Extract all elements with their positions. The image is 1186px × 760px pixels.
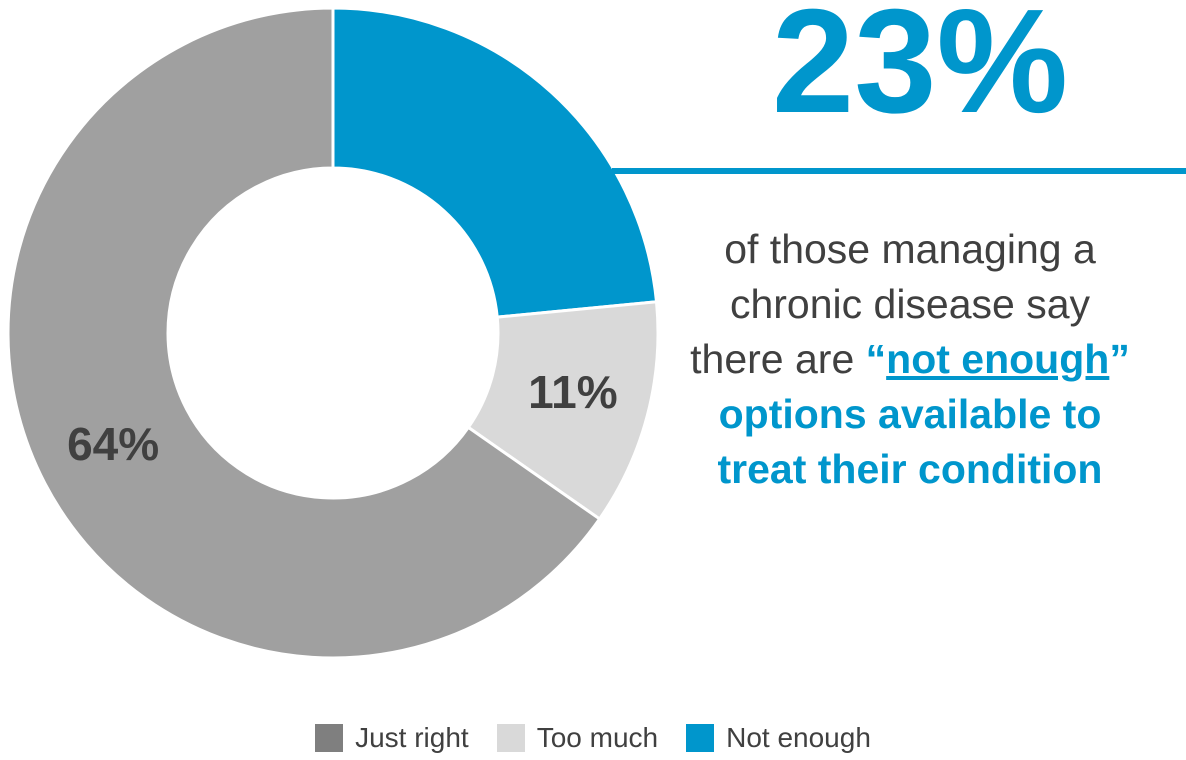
legend-swatch-too-much [496,724,525,752]
chart-legend: Just right Too much Not enough [0,722,1186,754]
legend-label-not-enough: Not enough [726,722,871,753]
legend-swatch-just-right [315,724,344,752]
legend-swatch-not-enough [686,724,715,752]
legend-label-too-much: Too much [536,722,659,753]
caption-line-3: there are “not enough” [650,332,1170,387]
callout-caption: of those managing a chronic disease say … [650,222,1170,497]
donut-chart: 11% 64% [6,6,660,660]
legend-item-just-right: Just right [315,722,469,754]
caption-line-3-prefix: there are [690,336,866,382]
donut-slice-not-enough [331,6,659,319]
quote-open: “ [865,336,887,382]
big-stat-value: 23% [771,0,1069,144]
caption-line-5: treat their condition [717,446,1103,492]
stat-rule-line [612,168,1186,174]
data-label-too-much: 11% [528,366,618,418]
highlight-not-enough: not enough [886,336,1110,382]
legend-label-just-right: Just right [355,722,469,753]
donut-slice-too-much [466,300,660,522]
caption-line-4: options available to [718,391,1102,437]
quote-close: ” [1109,336,1130,382]
data-label-just-right: 64% [67,418,159,470]
caption-line-1: of those managing a [724,226,1096,272]
donut-slice-just-right [6,6,602,660]
legend-item-not-enough: Not enough [686,722,871,754]
legend-item-too-much: Too much [496,722,659,754]
caption-line-2: chronic disease say [729,281,1091,327]
